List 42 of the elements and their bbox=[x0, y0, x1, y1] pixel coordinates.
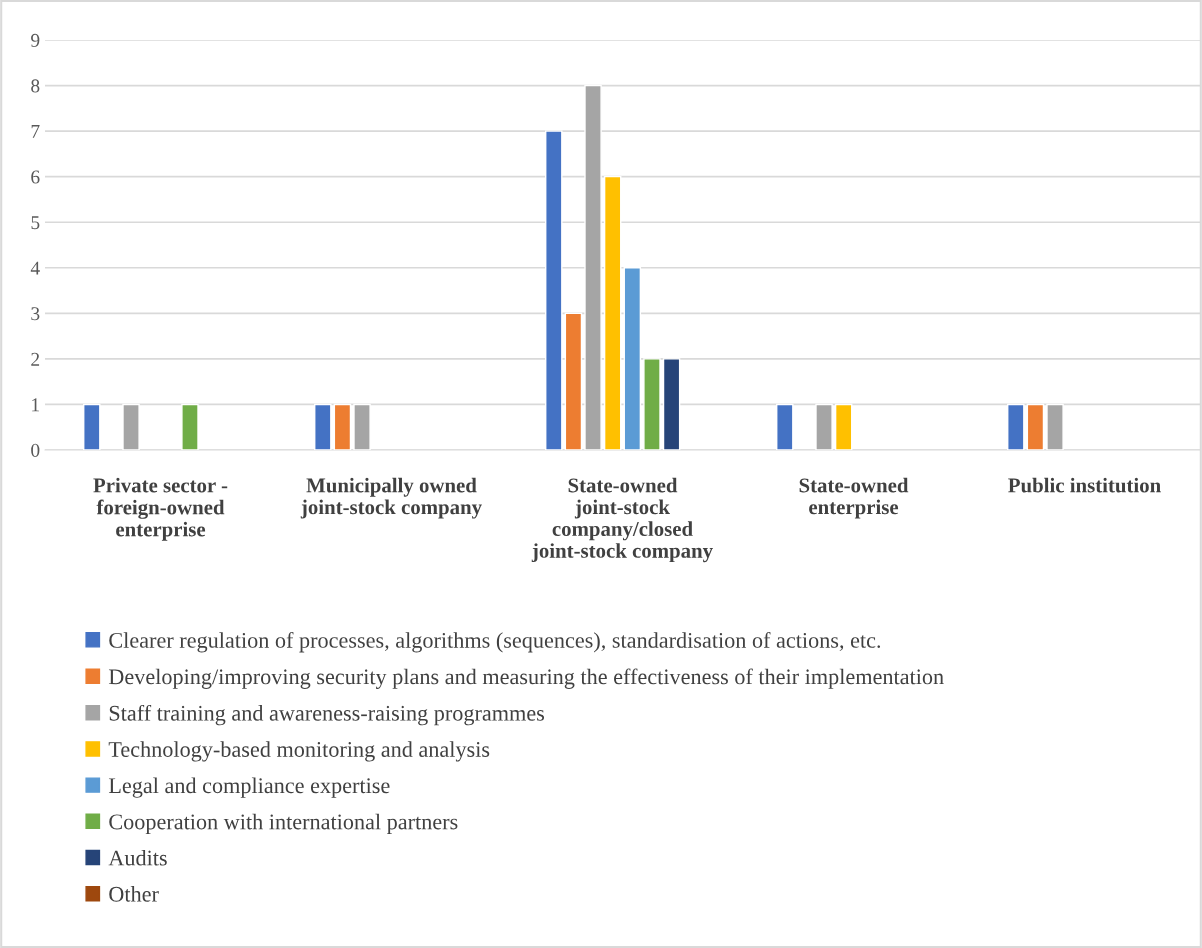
bar bbox=[1046, 403, 1064, 450]
bar bbox=[122, 403, 140, 450]
bar bbox=[643, 358, 661, 450]
bar bbox=[662, 358, 681, 450]
bar bbox=[1026, 403, 1045, 450]
bar bbox=[181, 403, 199, 450]
bar bbox=[333, 403, 352, 450]
x-tick-label: Public institution bbox=[1008, 477, 1161, 493]
legend-label: Developing/improving security plans and measuring the effectiveness of their implementation bbox=[108, 668, 944, 689]
y-tick-label: 4 bbox=[30, 261, 40, 275]
bar bbox=[314, 403, 332, 450]
y-tick-label: 8 bbox=[31, 79, 40, 93]
bar bbox=[834, 403, 853, 450]
x-tick-label: State-owned joint-stock company/closed joint-stock company bbox=[531, 477, 713, 563]
legend-label: Staff training and awareness-raising programmes bbox=[109, 704, 545, 726]
bar bbox=[353, 403, 371, 450]
bar bbox=[603, 175, 622, 450]
bar bbox=[584, 84, 602, 450]
legend-label: Legal and compliance expertise bbox=[108, 777, 390, 798]
y-tick-label: 3 bbox=[31, 307, 40, 321]
y-tick-label: 0 bbox=[31, 443, 40, 457]
legend-label: Other bbox=[109, 886, 159, 902]
y-tick-label: 7 bbox=[31, 125, 40, 138]
bar bbox=[815, 403, 833, 450]
bar bbox=[776, 403, 794, 450]
y-tick-label: 5 bbox=[31, 216, 40, 230]
legend-label: Audits bbox=[108, 849, 167, 866]
y-tick-label: 9 bbox=[31, 33, 40, 47]
bar bbox=[545, 130, 563, 450]
y-tick-label: 1 bbox=[32, 398, 39, 412]
legend-label: Clearer regulation of processes, algorithms (sequences), standardisation of actions, etc. bbox=[109, 632, 881, 653]
x-tick-label: Private sector - foreign-owned enterprise bbox=[93, 477, 228, 541]
y-tick-label: 2 bbox=[31, 352, 40, 366]
legend-label: Cooperation with international partners bbox=[109, 813, 458, 834]
bar bbox=[83, 403, 101, 450]
bar bbox=[1007, 403, 1025, 450]
bar bbox=[564, 312, 583, 450]
legend-label: Technology-based monitoring and analysis bbox=[108, 741, 490, 762]
bar bbox=[623, 267, 642, 450]
y-tick-label: 6 bbox=[31, 170, 40, 184]
x-tick-label: State-owned enterprise bbox=[799, 477, 909, 519]
x-tick-label: Municipally owned joint-stock company bbox=[300, 477, 482, 519]
